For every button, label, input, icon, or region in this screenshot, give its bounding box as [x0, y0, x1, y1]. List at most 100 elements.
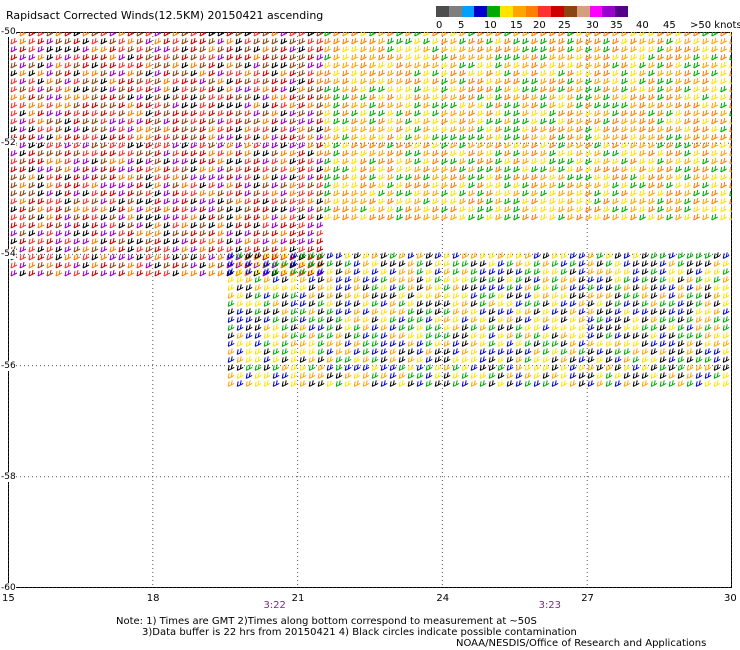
wind-barb	[585, 61, 592, 69]
wind-barb	[612, 93, 619, 101]
wind-barb	[290, 372, 298, 379]
wind-barb	[127, 205, 135, 213]
wind-barb	[486, 133, 493, 141]
wind-barb	[244, 61, 252, 69]
wind-barb	[432, 189, 439, 197]
wind-barb	[136, 53, 144, 61]
wind-barb	[378, 125, 385, 133]
wind-barb	[244, 69, 252, 77]
wind-barb	[684, 165, 691, 173]
wind-barb	[639, 189, 646, 197]
wind-barb	[380, 284, 388, 291]
wind-barb	[441, 93, 448, 101]
wind-barb	[648, 149, 655, 157]
wind-barb	[459, 77, 466, 85]
wind-barb	[389, 332, 397, 339]
wind-barb	[558, 69, 565, 77]
wind-barb	[190, 53, 198, 61]
wind-barb	[64, 69, 72, 77]
wind-barb	[254, 300, 262, 307]
wind-barb	[199, 69, 207, 77]
wind-barb	[154, 69, 162, 77]
wind-barb	[515, 332, 523, 339]
wind-barb	[46, 93, 54, 101]
wind-barb	[308, 252, 316, 259]
wind-barb	[459, 101, 466, 109]
wind-barb	[479, 268, 487, 275]
wind-barb	[118, 181, 126, 189]
wind-barb	[585, 133, 592, 141]
wind-barb	[324, 205, 331, 213]
wind-barb	[369, 45, 376, 53]
wind-barb	[335, 276, 343, 283]
wind-barb	[495, 133, 502, 141]
wind-barb	[632, 324, 640, 331]
wind-barb	[468, 157, 475, 165]
wind-barb	[605, 348, 613, 355]
wind-barb	[504, 93, 511, 101]
wind-barb	[190, 237, 198, 245]
wind-barb	[217, 173, 225, 181]
wind-barb	[118, 101, 126, 109]
wind-barb	[639, 125, 646, 133]
wind-barb	[477, 197, 484, 205]
wind-barb	[720, 77, 727, 85]
wind-barb	[659, 260, 667, 267]
wind-barb	[414, 69, 421, 77]
wind-barb	[10, 117, 18, 125]
wind-barb	[396, 45, 403, 53]
wind-barb	[351, 149, 358, 157]
wind-barb	[245, 356, 253, 363]
wind-barb	[614, 324, 622, 331]
wind-barb	[488, 252, 496, 259]
wind-barb	[91, 53, 99, 61]
wind-barb	[100, 261, 108, 269]
wind-barb	[450, 85, 457, 93]
wind-barb	[307, 69, 315, 77]
wind-barb	[729, 166, 732, 173]
wind-barb	[702, 213, 709, 221]
wind-barb	[244, 165, 252, 173]
wind-barb	[145, 237, 153, 245]
wind-barb	[533, 284, 541, 291]
wind-barb	[567, 181, 574, 189]
wind-barb	[317, 356, 325, 363]
wind-barb	[289, 101, 297, 109]
wind-barb	[603, 101, 610, 109]
wind-barb	[389, 252, 397, 259]
wind-barb	[560, 308, 568, 315]
wind-barb	[666, 141, 673, 149]
wind-barb	[236, 284, 244, 291]
wind-barb	[145, 45, 153, 53]
wind-barb	[360, 157, 367, 165]
wind-barb	[245, 316, 253, 323]
wind-barb	[693, 85, 700, 93]
wind-barbs-layer	[8, 32, 732, 588]
wind-barb	[10, 85, 18, 93]
wind-barb	[369, 141, 376, 149]
wind-barb	[46, 149, 54, 157]
wind-barb	[145, 221, 153, 229]
wind-barb	[522, 61, 529, 69]
wind-barb	[443, 292, 451, 299]
wind-barb	[612, 77, 619, 85]
wind-barb	[605, 260, 613, 267]
wind-barb	[470, 252, 478, 259]
wind-barb	[46, 165, 54, 173]
wind-barb	[576, 37, 583, 45]
wind-barb	[236, 372, 244, 379]
wind-barb	[443, 284, 451, 291]
wind-barb	[659, 340, 667, 347]
wind-barb	[675, 157, 682, 165]
wind-barb	[450, 181, 457, 189]
wind-barb	[369, 101, 376, 109]
wind-barb	[333, 37, 340, 45]
wind-barb	[686, 380, 694, 387]
wind-barb	[434, 292, 442, 299]
wind-barb	[181, 93, 189, 101]
wind-barb	[533, 308, 541, 315]
wind-barb	[398, 356, 406, 363]
wind-barb	[262, 101, 270, 109]
wind-barb	[441, 189, 448, 197]
wind-barb	[369, 189, 376, 197]
